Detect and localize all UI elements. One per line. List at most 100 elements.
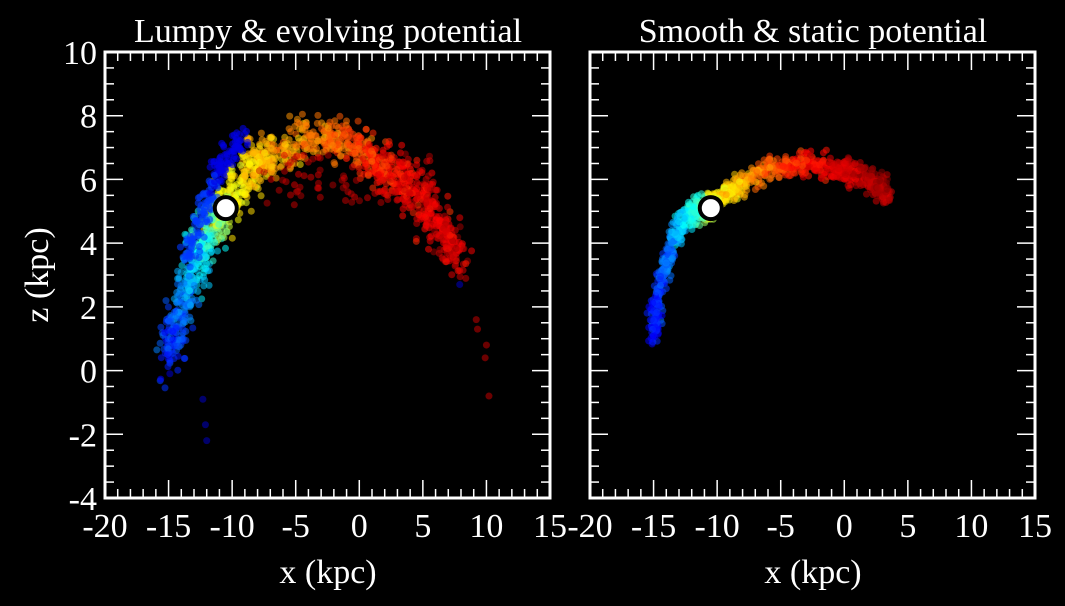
stream-particle <box>384 196 392 203</box>
stream-particle <box>412 237 420 245</box>
progenitor-marker <box>212 195 239 222</box>
stream-particle <box>275 186 283 194</box>
stream-particle <box>423 218 431 226</box>
stream-particle <box>223 227 231 235</box>
stream-particle <box>433 230 441 238</box>
stream-particle <box>401 173 408 181</box>
stream-particle <box>204 242 211 250</box>
stream-particle <box>281 167 289 175</box>
stream-particle <box>234 142 242 150</box>
stream-particle <box>657 282 664 289</box>
stream-particle <box>883 171 891 179</box>
stream-particle <box>231 147 239 155</box>
stream-particle <box>844 182 852 190</box>
stream-particle <box>420 201 428 209</box>
stream-particle <box>420 180 428 188</box>
stream-particle <box>214 247 222 255</box>
outlier-particle <box>199 395 207 403</box>
stream-particle <box>195 254 203 262</box>
stream-particle <box>302 119 310 127</box>
stream-particle <box>257 177 265 185</box>
panel-lumpy-evolving: Lumpy & evolving potential -20 -15 -10 -5 0 5… <box>19 13 567 591</box>
stream-particle <box>228 175 236 183</box>
stream-particle <box>364 194 371 202</box>
stream-particle <box>228 234 236 242</box>
stream-particle <box>872 197 880 205</box>
stream-particle <box>174 280 182 288</box>
stream-particle <box>281 140 289 148</box>
stream-particle <box>413 161 421 169</box>
stream-particle <box>352 176 360 184</box>
stream-particle <box>693 197 700 205</box>
y-tick-label: 2 <box>80 290 97 327</box>
y-tick-label: 0 <box>80 354 97 391</box>
axes-frame <box>103 50 552 500</box>
x-tick-label: -5 <box>282 508 310 545</box>
stream-particle <box>355 145 363 152</box>
stream-particle <box>406 189 414 197</box>
stream-particle <box>766 164 774 171</box>
stream-particle <box>828 173 836 181</box>
stream-particle <box>378 152 386 160</box>
stream-particle <box>340 174 348 182</box>
stream-particle <box>380 190 388 197</box>
stream-particle <box>722 191 730 199</box>
stream-particle <box>239 124 247 132</box>
stream-particle <box>767 174 775 182</box>
stream-particle <box>278 162 285 170</box>
stream-particle <box>206 205 214 213</box>
stream-particle <box>196 248 204 255</box>
stream-particle <box>196 272 204 279</box>
stream-particle <box>186 263 194 271</box>
stream-particle <box>826 154 834 162</box>
stream-particle <box>199 190 207 198</box>
stream-particle <box>203 225 210 233</box>
stream-particle <box>188 226 195 234</box>
x-tick-label: -20 <box>82 508 127 545</box>
stream-particle <box>316 166 324 174</box>
stream-particle <box>364 171 372 179</box>
stream-particle <box>165 317 173 325</box>
x-tick-label: 0 <box>351 508 368 545</box>
stream-particle <box>720 184 728 192</box>
stream-particle <box>761 169 769 177</box>
stream-particle <box>369 184 377 192</box>
stream-particle <box>664 245 672 253</box>
stream-particle <box>185 247 193 255</box>
x-tick-label: -10 <box>209 508 254 545</box>
stream-particle <box>244 141 251 149</box>
stream-particle <box>324 124 332 132</box>
stream-particle <box>166 358 174 365</box>
stream-particle <box>413 179 421 187</box>
stream-particle <box>287 191 294 199</box>
stream-particle <box>173 299 181 307</box>
stream-particle <box>449 250 457 258</box>
stream-particle <box>245 154 253 162</box>
stream-particle <box>236 177 244 185</box>
outlier-particle <box>485 392 493 400</box>
progenitor-marker-dot <box>697 195 724 222</box>
x-tick-label: -10 <box>694 508 739 545</box>
stream-particle <box>429 178 437 186</box>
stream-particle <box>292 188 300 196</box>
stream-particle <box>235 130 243 138</box>
stream-particle <box>687 215 695 223</box>
stream-particle <box>250 169 258 177</box>
stream-particle <box>807 152 814 160</box>
stream-particle <box>339 133 347 141</box>
stream-particle <box>443 249 451 257</box>
stream-particle <box>210 171 218 179</box>
stream-particle <box>291 181 298 189</box>
stream-particle <box>672 229 679 236</box>
y-tick-label: 4 <box>80 226 97 263</box>
stream-particle <box>280 151 288 159</box>
stream-particle <box>223 158 230 166</box>
stream-particle <box>349 134 357 142</box>
stream-particle <box>161 384 169 392</box>
stream-particle <box>343 154 351 162</box>
stream-particle <box>174 366 182 374</box>
stream-particle <box>460 245 468 253</box>
stream-particle <box>219 187 227 195</box>
stream-particle <box>211 178 218 186</box>
x-tick-label: -15 <box>631 508 676 545</box>
